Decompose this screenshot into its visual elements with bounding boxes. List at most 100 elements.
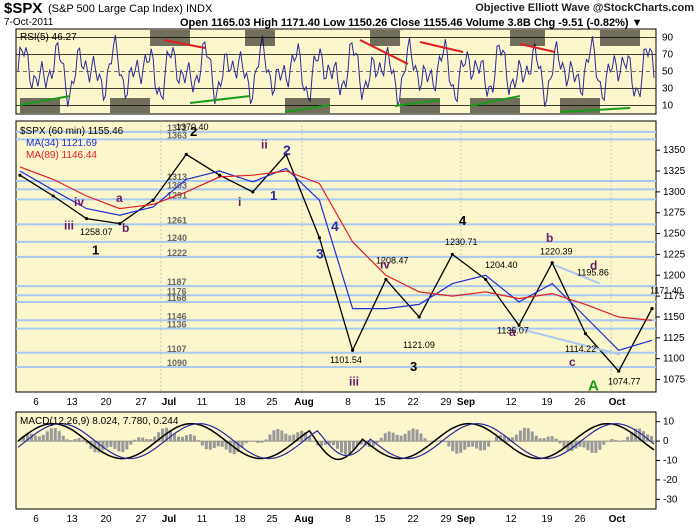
x-tick-label: 6 <box>33 397 39 408</box>
support-level-label: 1187 <box>167 277 187 287</box>
macd-histogram-bar <box>399 435 403 442</box>
wave-label: ii <box>261 138 268 152</box>
macd-histogram-bar <box>630 431 634 442</box>
rsi-overbought-fill <box>150 30 190 46</box>
macd-histogram-bar <box>594 441 598 453</box>
macd-histogram-bar <box>125 441 129 450</box>
macd-histogram-bar <box>129 441 133 445</box>
macd-histogram-bar <box>546 436 550 442</box>
price-point <box>84 216 89 221</box>
price-label: 1195.86 <box>577 267 609 277</box>
price-y-tick-label: 1100 <box>663 354 685 365</box>
x-tick-label-bottom: 26 <box>574 514 586 525</box>
macd-histogram-bar <box>137 437 141 442</box>
price-y-tick-label: 1250 <box>663 229 686 240</box>
wave-label: d <box>590 258 597 272</box>
macd-histogram-bar <box>324 441 328 445</box>
macd-histogram-bar <box>292 434 296 442</box>
x-tick-label-bottom: Oct <box>609 514 626 525</box>
price-point <box>284 152 288 156</box>
macd-histogram-bar <box>415 429 419 442</box>
x-tick-label: 15 <box>374 397 386 408</box>
macd-histogram-bar <box>646 434 650 442</box>
macd-panel-bg <box>15 411 657 510</box>
macd-histogram-bar <box>483 441 487 451</box>
legend-ma89: MA(89) 1146.44 <box>26 150 97 161</box>
x-tick-label-bottom: 27 <box>135 514 147 525</box>
rsi-divergence-line <box>559 107 631 113</box>
macd-y-tick-label: 10 <box>663 417 675 428</box>
price-point <box>217 173 222 177</box>
macd-histogram-bar <box>582 441 586 448</box>
macd-histogram-bar <box>252 441 256 442</box>
rsi-level-label: 30 <box>662 84 674 95</box>
x-tick-label-bottom: 29 <box>440 514 452 525</box>
price-label: 1370.40 <box>176 122 209 132</box>
macd-histogram-bar <box>459 441 463 453</box>
price-label: 1136.07 <box>497 326 529 336</box>
support-level-label: 1168 <box>167 293 187 303</box>
macd-histogram-bar <box>41 434 45 442</box>
x-tick-label: 19 <box>541 397 553 408</box>
rsi-overbought-fill <box>510 30 545 46</box>
price-y-tick-label: 1150 <box>663 312 685 323</box>
macd-histogram-bar <box>614 439 618 442</box>
macd-histogram-bar <box>407 430 411 442</box>
macd-histogram-bar <box>236 441 240 453</box>
macd-histogram-bar <box>37 436 41 442</box>
macd-histogram-bar <box>371 441 375 447</box>
chart-symbol: $SPX <box>4 0 43 17</box>
macd-histogram-bar <box>153 436 157 442</box>
macd-histogram-bar <box>502 435 506 442</box>
price-y-tick-label: 1125 <box>663 333 685 344</box>
macd-histogram-bar <box>347 441 351 454</box>
rsi-overbought-fill <box>370 30 400 46</box>
macd-histogram-bar <box>379 437 383 442</box>
price-label: 1204.40 <box>485 260 518 270</box>
wave-label: a <box>116 191 123 205</box>
wave-label: A <box>588 377 599 394</box>
macd-histogram-bar <box>145 438 149 442</box>
x-tick-label-bottom: 8 <box>345 514 351 525</box>
price-point <box>517 323 521 327</box>
macd-histogram-bar <box>85 441 89 444</box>
macd-y-tick-label: -30 <box>663 494 678 505</box>
macd-histogram-bar <box>375 441 379 444</box>
price-label: 1101.54 <box>330 355 362 365</box>
macd-histogram-bar <box>180 436 184 442</box>
macd-histogram-bar <box>550 436 554 442</box>
price-point <box>51 194 55 198</box>
macd-histogram-bar <box>467 441 471 448</box>
macd-histogram-bar <box>149 439 153 442</box>
rsi-divergence-line <box>469 95 521 107</box>
x-tick-label: 20 <box>100 397 112 408</box>
macd-histogram-bar <box>626 436 630 442</box>
price-label: 1230.71 <box>445 237 478 247</box>
macd-histogram-bar <box>184 435 188 442</box>
x-tick-label-bottom: 12 <box>505 514 517 525</box>
rsi-overbought-fill <box>245 30 275 46</box>
x-tick-label-bottom: Sep <box>457 514 475 525</box>
macd-histogram-bar <box>602 441 606 445</box>
macd-histogram-bar <box>169 430 173 442</box>
macd-y-tick-label: 0 <box>663 436 669 447</box>
macd-histogram-bar <box>173 433 177 442</box>
support-level-label: 1261 <box>167 215 187 225</box>
rsi-divergence-line <box>284 104 331 113</box>
price-label: 1220.39 <box>540 246 573 256</box>
series-line-ma34 <box>19 167 653 351</box>
x-tick-label: Jul <box>162 397 177 408</box>
price-point <box>617 369 621 373</box>
macd-histogram-bar <box>387 431 391 442</box>
price-point <box>351 348 355 352</box>
wave-label: 3 <box>316 246 324 262</box>
price-y-tick-label: 1325 <box>663 166 686 177</box>
wave-label: a <box>509 325 516 339</box>
macd-histogram-bar <box>117 441 121 452</box>
wave-label: iv <box>74 195 84 209</box>
macd-histogram-bar <box>288 435 292 442</box>
macd-histogram-bar <box>339 441 343 453</box>
macd-histogram-bar <box>133 439 137 442</box>
legend-ma34: MA(34) 1121.69 <box>26 138 97 149</box>
x-tick-label: 27 <box>135 397 147 408</box>
